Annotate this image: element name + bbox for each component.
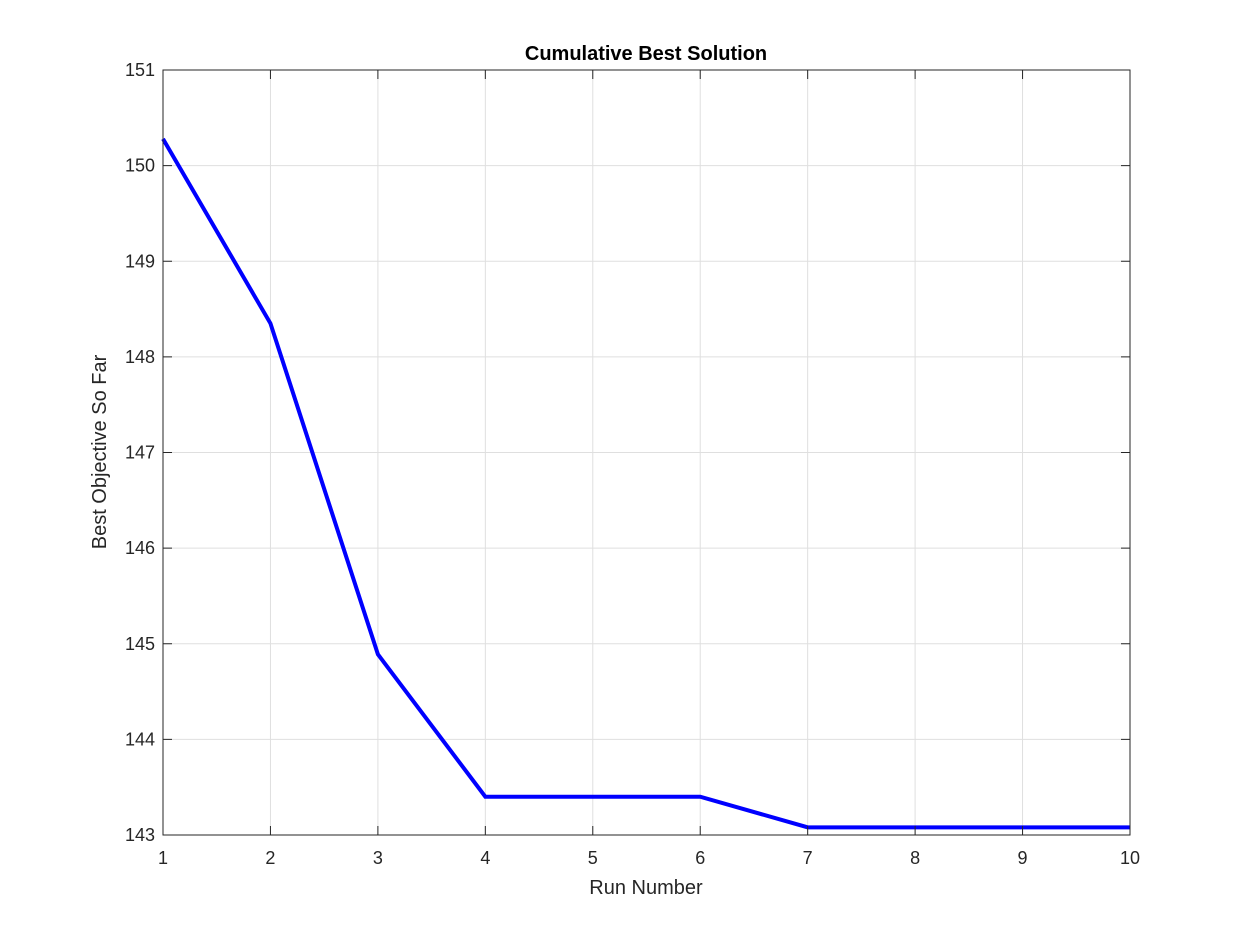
y-tick-label: 149 (125, 251, 155, 271)
x-tick-label: 7 (803, 848, 813, 868)
ticks (162, 69, 1131, 836)
y-axis-label: Best Objective So Far (89, 354, 111, 549)
y-tick-label: 147 (125, 443, 155, 463)
y-tick-label: 148 (125, 347, 155, 367)
y-tick-label: 143 (125, 825, 155, 845)
y-tick-labels: 143 144 145 146 147 148 149 150 151 (125, 60, 155, 845)
x-tick-label: 6 (695, 848, 705, 868)
x-tick-label: 3 (373, 848, 383, 868)
x-tick-label: 4 (480, 848, 490, 868)
x-tick-label: 2 (265, 848, 275, 868)
series-layer (161, 137, 1130, 830)
x-tick-label: 1 (158, 848, 168, 868)
y-tick-label: 146 (125, 538, 155, 558)
x-tick-label: 8 (910, 848, 920, 868)
x-tick-label: 10 (1120, 848, 1140, 868)
y-tick-label: 144 (125, 729, 155, 749)
series-line (161, 137, 1130, 830)
chart-title: Cumulative Best Solution (525, 43, 767, 65)
x-tick-label: 9 (1018, 848, 1028, 868)
x-axis-label: Run Number (589, 877, 703, 899)
x-tick-label: 5 (588, 848, 598, 868)
y-tick-label: 145 (125, 634, 155, 654)
y-tick-label: 151 (125, 60, 155, 80)
y-tick-label: 150 (125, 156, 155, 176)
x-tick-labels: 1 2 3 4 5 6 7 8 9 10 (158, 848, 1140, 868)
